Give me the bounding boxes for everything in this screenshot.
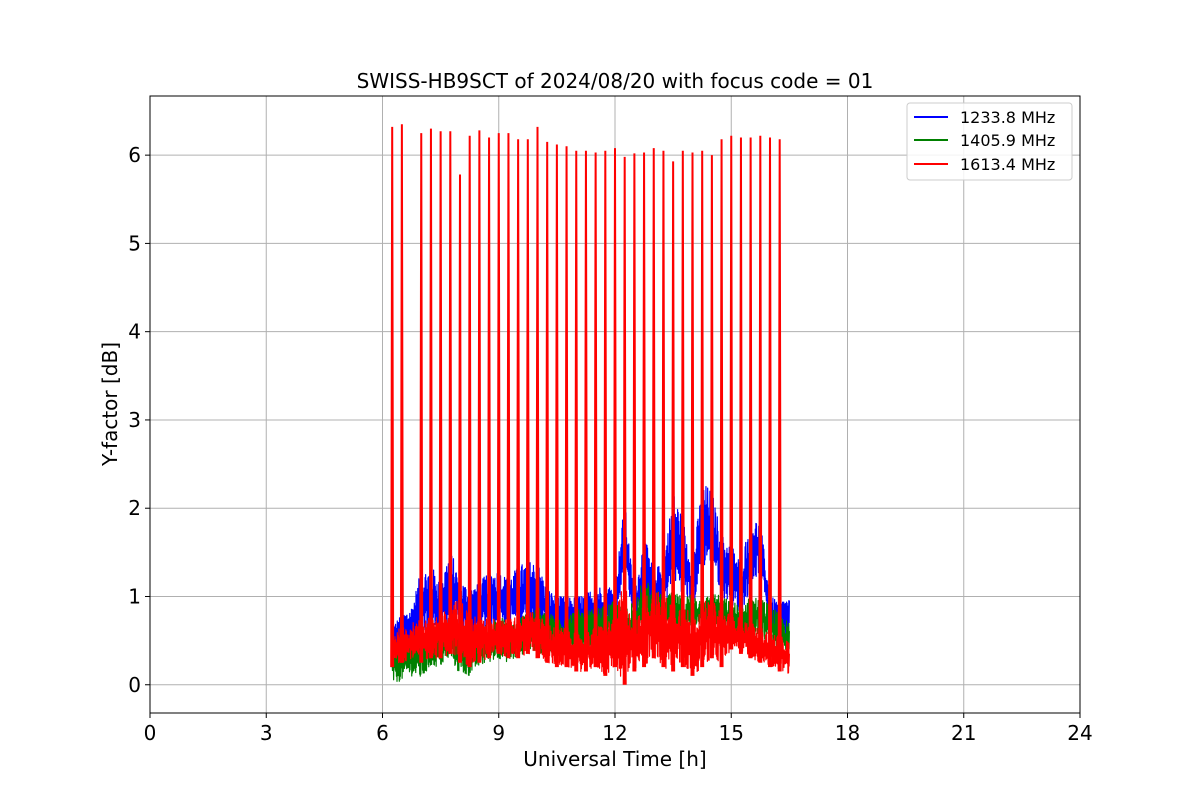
y-axis-label: Y-factor [dB] xyxy=(98,342,122,467)
x-tick-label: 9 xyxy=(492,721,505,745)
spike-1613 xyxy=(632,153,637,672)
spike-1613 xyxy=(564,146,569,668)
legend-label-1233: 1233.8 MHz xyxy=(960,108,1055,127)
spike-1613 xyxy=(651,148,656,659)
spike-1613 xyxy=(545,141,550,663)
spike-1613 xyxy=(758,135,763,663)
spike-1613 xyxy=(390,126,395,668)
y-tick-label: 2 xyxy=(128,496,141,520)
spike-1613 xyxy=(709,155,714,659)
x-tick-label: 6 xyxy=(376,721,389,745)
spike-1613 xyxy=(448,131,453,654)
spike-1613 xyxy=(525,139,530,654)
legend-label-1405: 1405.9 MHz xyxy=(960,131,1055,150)
spike-1613 xyxy=(487,137,492,659)
spike-1613 xyxy=(680,150,685,668)
spike-1613 xyxy=(593,152,598,668)
spike-1613 xyxy=(719,139,724,668)
spike-1613 xyxy=(535,126,540,659)
spike-1613 xyxy=(496,133,501,654)
x-tick-label: 24 xyxy=(1067,721,1092,745)
y-tick-label: 3 xyxy=(128,408,141,432)
spike-1613 xyxy=(700,150,705,668)
spike-1613 xyxy=(603,150,608,676)
spike-1613 xyxy=(506,133,511,659)
legend-label-1613: 1613.4 MHz xyxy=(960,155,1055,174)
legend: 1233.8 MHz 1405.9 MHz 1613.4 MHz xyxy=(906,102,1073,181)
y-tick-label: 6 xyxy=(128,143,141,167)
y-tick-label: 0 xyxy=(128,673,141,697)
spike-1613 xyxy=(613,148,617,668)
spike-1613 xyxy=(583,150,588,672)
spike-1613 xyxy=(458,174,462,663)
spike-1613 xyxy=(516,139,521,659)
x-tick-label: 21 xyxy=(951,721,976,745)
spike-1613 xyxy=(554,144,559,668)
spike-1613 xyxy=(622,156,627,685)
spike-1613 xyxy=(438,131,443,659)
x-tick-label: 18 xyxy=(835,721,860,745)
spike-1613 xyxy=(777,139,782,672)
spike-1613 xyxy=(477,130,482,663)
spike-1613 xyxy=(574,150,579,672)
legend-frame xyxy=(906,102,1073,181)
y-tick-label: 5 xyxy=(128,231,141,255)
spike-1613 xyxy=(661,150,666,668)
y-tick-label: 4 xyxy=(128,320,141,344)
spike-1613 xyxy=(729,135,734,650)
spike-1613 xyxy=(419,133,424,663)
x-tick-label: 3 xyxy=(260,721,273,745)
x-tick-label: 0 xyxy=(144,721,157,745)
x-tick-label: 15 xyxy=(719,721,744,745)
spike-1613 xyxy=(748,137,753,659)
spike-1613 xyxy=(768,137,772,668)
spike-1613 xyxy=(467,135,472,668)
x-tick-label: 12 xyxy=(602,721,627,745)
spike-1613 xyxy=(399,124,404,663)
x-axis-label: Universal Time [h] xyxy=(523,747,706,771)
chart-title: SWISS-HB9SCT of 2024/08/20 with focus co… xyxy=(357,69,874,93)
spike-1613 xyxy=(428,128,433,659)
spike-1613 xyxy=(690,152,695,676)
spike-1613 xyxy=(738,137,743,654)
spike-1613 xyxy=(671,161,676,672)
y-tick-label: 1 xyxy=(128,584,141,608)
plot-series xyxy=(390,124,790,685)
spike-1613 xyxy=(642,152,647,668)
